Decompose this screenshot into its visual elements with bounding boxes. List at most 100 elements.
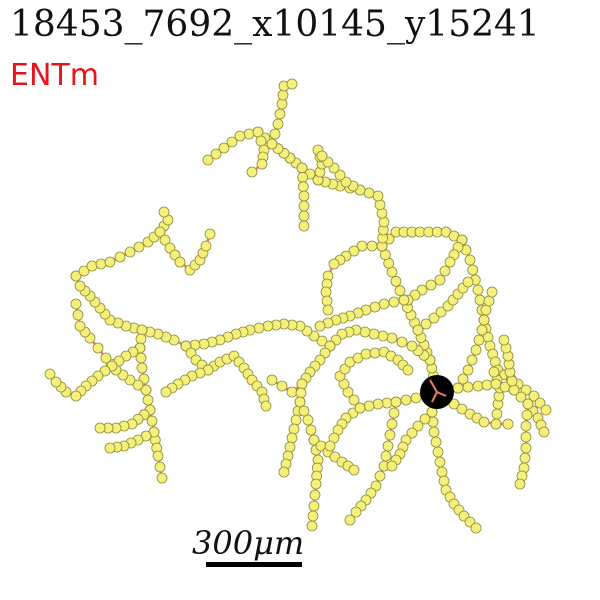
neurite-node [369,301,381,313]
neurite-node [486,286,498,298]
neurite-node [320,286,332,298]
neurite-node [92,342,104,354]
neurite-node [307,510,319,522]
neurite-node [309,489,321,501]
neurite-node [360,348,372,360]
neurite-node [306,520,318,532]
neurite-node [386,460,398,472]
neurite-node [534,397,546,409]
neurite-node [94,422,106,434]
neurite-node [400,394,412,406]
neurite-node [298,190,310,202]
neurite-node [378,298,390,310]
neurite-node [519,452,531,464]
neurite-node [502,418,514,430]
neurite-node [298,200,310,212]
neurite-node [490,418,502,430]
neurite-node [439,265,451,277]
neurite-node [146,415,158,427]
neurite-node [44,368,56,380]
neurite-node [428,312,440,324]
neurite-node [374,199,386,211]
neurite-node [363,400,375,412]
neurite-node [262,320,274,332]
neurite-node [412,420,424,432]
neurite-node [521,409,533,421]
neurite-node [478,314,490,326]
neurite-node [467,264,479,276]
neurite-node [520,420,532,432]
neurite-node [266,138,278,150]
neurite-node [356,240,368,252]
neurite-node [266,374,278,386]
neurite-node [124,246,136,258]
neurite-node [272,118,284,130]
neurite-node [260,400,272,412]
neurite-node [476,324,488,336]
neurite-node [70,298,82,310]
neurite-node [380,450,392,462]
neurite-node [452,382,464,394]
neurite-node [70,270,82,282]
neurite-node [277,89,289,101]
neurite-node [298,210,310,222]
neurite-node [284,441,296,453]
neurite-node [406,340,418,352]
neurite-node [359,326,371,338]
region-label: ENTm [10,58,99,93]
neurite-node [419,413,431,425]
neurite-node [434,456,446,468]
neurite-node [334,169,346,181]
neurite-node [388,296,400,308]
neurite-node [256,158,268,170]
neurite-node [297,181,309,193]
neurite-node [490,378,502,390]
neurite-node [514,478,526,490]
neurite-node [226,136,238,148]
neurite-node [310,478,322,490]
neurite-node [295,387,307,399]
neurite-node [368,328,380,340]
neurite-node [374,470,386,482]
neurite-node [435,306,447,318]
neurite-node [246,166,258,178]
neurite-node [198,338,210,350]
neurite-node [402,364,414,376]
neurite-node [348,394,360,406]
neurite-node [154,461,166,473]
neurite-node [286,386,298,398]
neurite-node [308,500,320,512]
neurite-node [302,414,314,426]
neuron-id-title: 18453_7692_x10145_y15241 [10,4,540,45]
neurite-node [70,390,82,402]
neurite-node [381,397,393,409]
neurite-node [160,386,172,398]
neurite-node [286,78,298,90]
neurite-node [522,398,534,410]
neurite-node [104,442,116,454]
neurite-node [430,436,442,448]
neurite-node [378,216,390,228]
neurite-node [377,330,389,342]
neurite-node [478,416,490,428]
neurite-node [156,472,168,484]
neurite-node [286,432,298,444]
neurite-node [538,426,550,438]
neurite-node [305,424,317,436]
neurite-node [243,128,255,140]
neurite-node [136,362,148,374]
neurite-node [253,322,265,334]
neurite-node [410,392,422,404]
neurite-node [481,379,493,391]
neurite-node [470,344,482,356]
neurite-node [324,440,336,452]
neurite-node [366,240,378,252]
scale-bar [206,562,302,567]
neurite-node [200,240,212,252]
neurite-node [540,404,552,416]
neurite-node [348,464,360,476]
neurite-node [298,405,310,417]
neurite-node [372,190,384,202]
neurite-node [420,318,432,330]
